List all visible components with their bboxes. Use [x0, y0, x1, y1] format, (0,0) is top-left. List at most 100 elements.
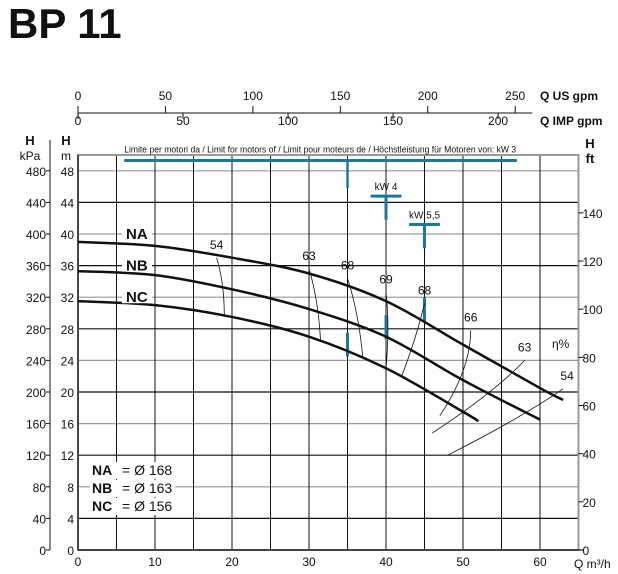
efficiency-label: 54 [560, 369, 574, 383]
y-tick-m: 40 [61, 228, 75, 242]
efficiency-line [216, 257, 225, 316]
y-tick-ft: 0 [583, 544, 590, 558]
y-tick-m: 12 [61, 449, 75, 463]
y-tick-m: 20 [61, 386, 75, 400]
efficiency-line [308, 268, 321, 342]
y-tick-kpa: 160 [26, 418, 46, 432]
y-label-kpa-h: H [25, 133, 34, 148]
efficiency-label: 63 [302, 249, 316, 263]
top-us-tick: 100 [243, 89, 263, 103]
motor-limit-text: Limite per motori da / Limit for motors … [124, 145, 516, 155]
y-tick-m: 4 [67, 512, 74, 526]
legend-value: = Ø 168 [122, 462, 172, 478]
motor-limit-label: kW 5,5 [409, 211, 441, 222]
y-tick-m: 0 [67, 544, 74, 558]
y-tick-kpa: 440 [26, 196, 46, 210]
legend-key: NC [92, 498, 112, 514]
y-label-m-h: H [61, 133, 70, 148]
efficiency-label: 63 [518, 341, 532, 355]
efficiency-line [439, 330, 472, 416]
y-tick-kpa: 400 [26, 228, 46, 242]
y-tick-m: 48 [61, 165, 75, 179]
legend-value: = Ø 156 [122, 498, 172, 514]
x-tick: 60 [533, 555, 547, 569]
y-tick-kpa: 240 [26, 354, 46, 368]
top-imp-tick: 100 [278, 114, 298, 128]
curve-label: NA [126, 226, 148, 243]
curve-nb [77, 269, 541, 421]
legend-value: = Ø 163 [122, 480, 172, 496]
y-label-ft-h: H [585, 136, 594, 151]
efficiency-line [431, 360, 525, 434]
y-label-kpa-unit: kPa [20, 149, 41, 163]
x-tick: 30 [302, 555, 316, 569]
top-imp-label: Q IMP gpm [540, 114, 602, 128]
x-label: Q m³/h [574, 557, 611, 571]
efficiency-label: 54 [210, 238, 224, 252]
y-tick-m: 24 [61, 354, 75, 368]
efficiency-label: 68 [418, 284, 432, 298]
top-imp-tick: 50 [176, 114, 190, 128]
y-tick-kpa: 320 [26, 291, 46, 305]
efficiency-line [401, 303, 425, 378]
curve-label-bg [122, 224, 152, 240]
y-tick-ft: 140 [583, 207, 603, 221]
curve-label: NB [126, 258, 148, 275]
y-tick-kpa: 0 [39, 544, 46, 558]
y-tick-kpa: 360 [26, 260, 46, 274]
curve-label: NC [126, 289, 148, 306]
legend-bg [90, 498, 175, 515]
x-tick: 0 [75, 555, 82, 569]
top-us-tick: 50 [159, 89, 173, 103]
y-label-ft-unit: ft [586, 151, 595, 166]
y-tick-m: 36 [61, 260, 75, 274]
y-tick-kpa: 40 [33, 512, 47, 526]
legend-bg [90, 462, 175, 479]
y-tick-kpa: 80 [33, 481, 47, 495]
y-tick-m: 44 [61, 196, 75, 210]
top-us-tick: 250 [505, 89, 525, 103]
top-us-tick: 200 [418, 89, 438, 103]
x-tick: 50 [456, 555, 470, 569]
efficiency-label: 69 [379, 273, 393, 287]
legend-bg [90, 480, 175, 497]
y-tick-kpa: 120 [26, 449, 46, 463]
y-tick-ft: 80 [583, 351, 597, 365]
efficiency-label: 68 [341, 258, 355, 272]
top-us-tick: 0 [75, 89, 82, 103]
top-us-label: Q US gpm [540, 89, 598, 103]
efficiency-label: 66 [464, 310, 478, 324]
y-tick-kpa: 200 [26, 386, 46, 400]
x-tick: 40 [379, 555, 393, 569]
chart-title: BP 11 [8, 0, 122, 47]
y-tick-ft: 20 [583, 496, 597, 510]
curve-label-bg [122, 287, 152, 304]
efficiency-line [447, 388, 564, 456]
efficiency-line [385, 292, 389, 369]
motor-limit-label: kW 4 [375, 182, 398, 193]
top-imp-tick: 150 [383, 114, 403, 128]
top-imp-tick: 0 [75, 114, 82, 128]
y-tick-m: 16 [61, 418, 75, 432]
y-tick-m: 8 [67, 481, 74, 495]
y-tick-m: 32 [61, 291, 75, 305]
y-tick-ft: 60 [583, 400, 597, 414]
top-imp-tick: 200 [488, 114, 508, 128]
y-tick-m: 28 [61, 323, 75, 337]
efficiency-axis-label: η% [552, 337, 570, 351]
curve-nc [77, 299, 480, 423]
y-tick-ft: 100 [583, 303, 603, 317]
y-tick-kpa: 480 [26, 165, 46, 179]
legend-key: NA [92, 462, 112, 478]
y-tick-kpa: 280 [26, 323, 46, 337]
x-tick: 20 [225, 555, 239, 569]
top-us-tick: 150 [330, 89, 350, 103]
legend-key: NB [92, 480, 112, 496]
x-tick: 10 [148, 555, 162, 569]
y-label-m-unit: m [61, 149, 71, 163]
y-tick-ft: 120 [583, 255, 603, 269]
curve-label-bg [122, 255, 152, 272]
curve-na [77, 240, 564, 402]
y-tick-ft: 40 [583, 448, 597, 462]
